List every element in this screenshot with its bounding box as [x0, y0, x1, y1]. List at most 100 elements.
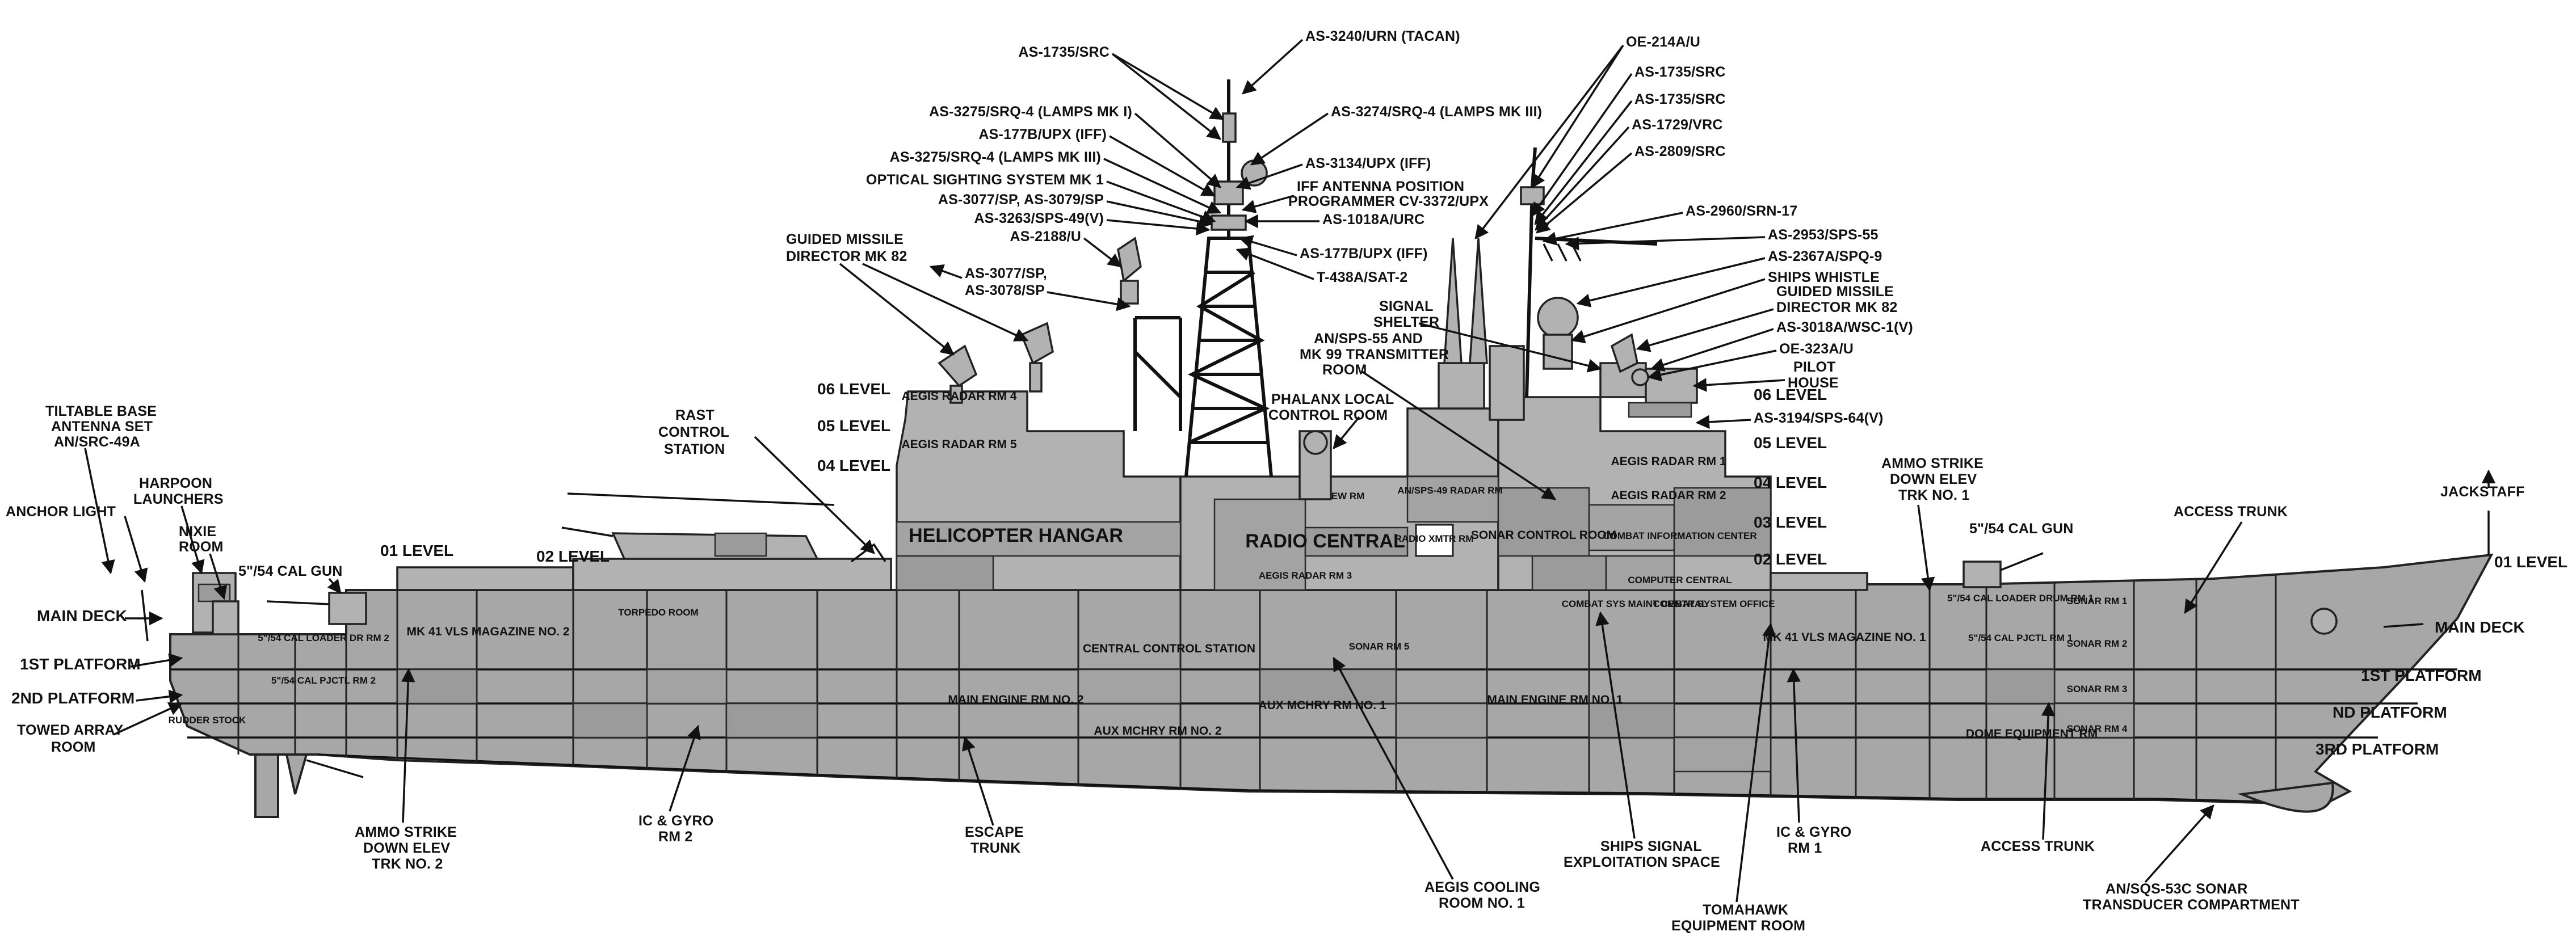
- oe323-dish: [1631, 368, 1649, 386]
- label-aegis-radar-rm-3: AEGIS RADAR RM 3: [1259, 570, 1352, 581]
- aft-lattice-mast: [1184, 79, 1273, 477]
- callout-gmd-aft-1: GUIDED MISSILE: [786, 231, 904, 247]
- label-aegis-radar-rm-1: AEGIS RADAR RM 1: [1611, 455, 1726, 468]
- callout-as177b-a: AS-177B/UPX (IFF): [978, 127, 1107, 142]
- label-aux-mchry-rm-2: AUX MCHRY RM NO. 2: [1094, 724, 1221, 738]
- callout-gmd-aft-2: DIRECTOR MK 82: [786, 248, 907, 264]
- aft-director-2: [1020, 322, 1054, 365]
- callout-as2367: AS-2367A/SPQ-9: [1768, 248, 1882, 264]
- label-central-control: CENTRAL CONTROL STATION: [1083, 642, 1255, 655]
- deck-2nd-aft: 2ND PLATFORM: [11, 689, 135, 707]
- label-sps49-radar-rm: AN/SPS-49 RADAR RM: [1397, 485, 1502, 496]
- deck-main-fwd: MAIN DECK: [2435, 618, 2525, 636]
- callout-signal-shelter-2: SHELTER: [1373, 314, 1439, 330]
- fwd-funnel: [1489, 345, 1525, 421]
- label-sonar-rm-1: SONAR RM 1: [2067, 596, 2128, 606]
- level-05-fwd: 05 LEVEL: [1754, 434, 1827, 452]
- hull-cells: [396, 668, 2135, 773]
- callout-icgyro2-2: RM 2: [658, 829, 693, 845]
- callout-jackstaff: JACKSTAFF: [2440, 484, 2525, 500]
- callout-as1735-src-top: AS-1735/SRC: [1018, 44, 1110, 60]
- label-sonar-rm-3: SONAR RM 3: [2067, 684, 2128, 694]
- superstructure: [396, 238, 1868, 591]
- callout-oe214: OE-214A/U: [1626, 34, 1700, 50]
- level-labels: 06 LEVEL 05 LEVEL 04 LEVEL 01 LEVEL 02 L…: [11, 380, 2567, 758]
- callout-tomahawk-2: EQUIPMENT ROOM: [1671, 918, 1805, 934]
- callout-aegis-cool-1: AEGIS COOLING: [1424, 879, 1540, 895]
- label-computer-central: COMPUTER CENTRAL: [1628, 575, 1732, 585]
- callouts-bottom: AMMO STRIKE DOWN ELEV TRK NO. 2 IC & GYR…: [355, 813, 2300, 934]
- label-dome-equipment-rm: DOME EQUIPMENT RM: [1966, 727, 2098, 740]
- shaft-strut: [306, 759, 364, 778]
- callout-icgyro1-1: IC & GYRO: [1776, 824, 1851, 840]
- callout-harpoon-1: HARPOON: [139, 475, 212, 491]
- aft-flagstaff: [141, 589, 149, 642]
- label-aux-mchry-rm-1: AUX MCHRY RM NO. 1: [1258, 699, 1386, 712]
- callout-ammo-aft-3: TRK NO. 2: [372, 856, 443, 872]
- level-04-fwd: 04 LEVEL: [1754, 474, 1827, 491]
- callout-ansqs53-2: TRANSDUCER COMPARTMENT: [2083, 897, 2300, 913]
- label-gun-loader-aft: 5"/54 CAL LOADER DR RM 2: [258, 633, 389, 643]
- callout-icgyro1-2: RM 1: [1788, 840, 1822, 856]
- callout-as2188: AS-2188/U: [1010, 229, 1081, 245]
- callout-tiltable-2: ANTENNA SET: [51, 419, 153, 435]
- label-aegis-radar-rm-2: AEGIS RADAR RM 2: [1611, 489, 1726, 502]
- callout-anps55-3: ROOM: [1322, 362, 1367, 378]
- callout-access-trunk-low: ACCESS TRUNK: [1981, 838, 2095, 854]
- keel-line: [317, 753, 2325, 804]
- callout-as3274-mk3: AS-3274/SRQ-4 (LAMPS MK III): [1331, 104, 1542, 120]
- aft-platform-frame: [1133, 316, 1182, 431]
- label-helicopter-hangar: HELICOPTER HANGAR: [909, 525, 1123, 546]
- callout-as1018: AS-1018A/URC: [1322, 212, 1424, 227]
- aft-gun-mount: [328, 592, 367, 625]
- label-mk41-vls-aft: MK 41 VLS MAGAZINE NO. 2: [406, 625, 569, 638]
- leader-lines: [84, 39, 2496, 903]
- callout-as2960: AS-2960/SRN-17: [1686, 203, 1797, 219]
- callout-tiltable-1: TILTABLE BASE: [45, 403, 157, 419]
- propeller: [285, 753, 308, 795]
- label-combat-system-office: COMBAT SYSTEM OFFICE: [1653, 599, 1775, 609]
- deck-2nd-fwd: ND PLATFORM: [2333, 703, 2447, 721]
- callout-aegis-cool-2: ROOM NO. 1: [1439, 895, 1525, 911]
- callout-as2953: AS-2953/SPS-55: [1768, 227, 1879, 243]
- callout-gmd-fwd-1: GUIDED MISSILE: [1776, 284, 1894, 300]
- label-sonar-control-room: SONAR CONTROL ROOM: [1471, 529, 1616, 542]
- label-mk41-vls-fwd: MK 41 VLS MAGAZINE NO. 1: [1763, 631, 1926, 644]
- fwd-director: [1610, 333, 1638, 373]
- callouts-fwd-side: AMMO STRIKE DOWN ELEV TRK NO. 1 5"/54 CA…: [1881, 456, 2525, 537]
- deck-main-aft: MAIN DECK: [37, 607, 127, 625]
- callout-iff-antenna-2: PROGRAMMER CV-3372/UPX: [1288, 193, 1489, 209]
- callout-access-trunk-top: ACCESS TRUNK: [2174, 504, 2288, 520]
- callout-anps55-1: AN/SPS-55 AND: [1314, 331, 1423, 347]
- deck-3rd-fwd: 3RD PLATFORM: [2316, 740, 2439, 758]
- callout-ansqs53-1: AN/SQS-53C SONAR: [2106, 881, 2247, 897]
- fwd-anchor: [2310, 608, 2338, 635]
- aft-gun-barrel: [266, 600, 330, 605]
- level-02-fwd: 02 LEVEL: [1754, 550, 1827, 568]
- callout-gmd-fwd-2: DIRECTOR MK 82: [1776, 300, 1897, 315]
- label-gun-pictl-fwd: 5"/54 CAL PJCTL RM 1: [1968, 633, 2073, 643]
- callout-escape-2: TRUNK: [970, 840, 1021, 856]
- label-sonar-rm-5: SONAR RM 5: [1349, 641, 1410, 652]
- callout-tomahawk-1: TOMAHAWK: [1703, 902, 1788, 918]
- level-06-aft: 06 LEVEL: [817, 380, 890, 398]
- callout-as3275-mk3: AS-3275/SRQ-4 (LAMPS MK III): [890, 149, 1101, 165]
- callout-anps55-2: MK 99 TRANSMITTER: [1300, 347, 1449, 363]
- callout-as2809: AS-2809/SRC: [1634, 144, 1726, 159]
- fwd-deckhouse: [1770, 572, 1868, 591]
- sonar-dome: [2237, 781, 2334, 813]
- label-aegis-radar-rm-4: AEGIS RADAR RM 4: [901, 390, 1016, 403]
- callout-towed-2: ROOM: [51, 739, 96, 755]
- callouts-top-fwd: OE-214A/U AS-1735/SRC AS-1735/SRC AS-172…: [1268, 34, 1913, 426]
- callout-as1735-b: AS-1735/SRC: [1634, 91, 1726, 107]
- callout-oe323: OE-323A/U: [1779, 341, 1854, 357]
- radio-xmtr-box: [1415, 524, 1454, 557]
- callout-as3275-mk1: AS-3275/SRQ-4 (LAMPS MK I): [929, 104, 1132, 120]
- helicopter: [561, 492, 835, 560]
- callout-ships-whistle: SHIPS WHISTLE: [1768, 269, 1880, 285]
- callout-rast-2: CONTROL: [658, 424, 729, 440]
- callout-rast-3: STATION: [664, 441, 725, 457]
- callout-rast-1: RAST: [675, 407, 715, 423]
- compartment-labels: AEGIS RADAR RM 4 AEGIS RADAR RM 5 HELICO…: [169, 390, 2128, 740]
- callout-ships-signal-1: SHIPS SIGNAL: [1600, 838, 1702, 854]
